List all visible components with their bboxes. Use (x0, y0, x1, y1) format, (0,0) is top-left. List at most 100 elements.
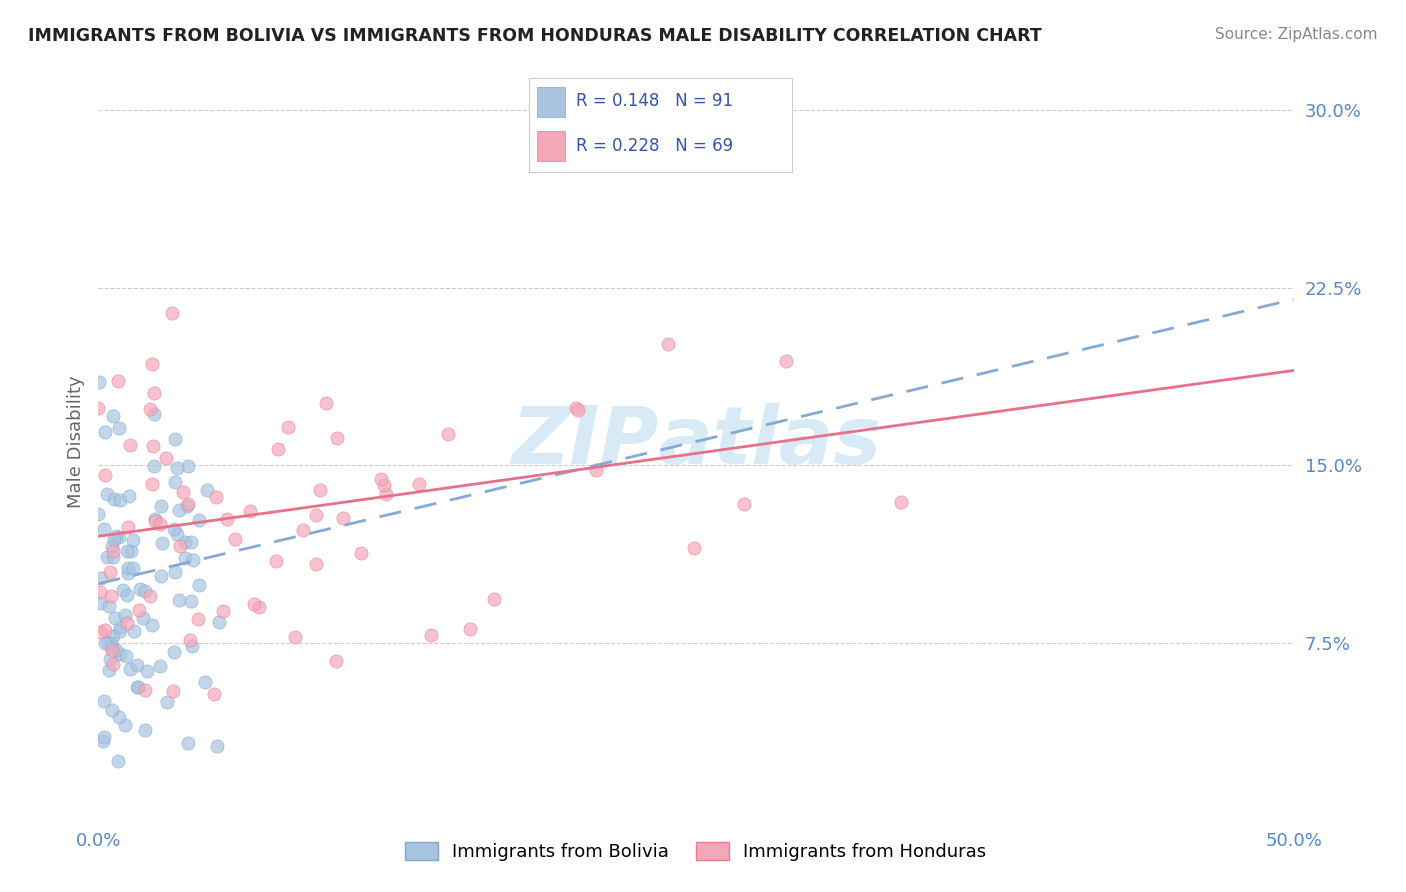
Point (325, 431, 347, 445)
Point (437, 426, 460, 441)
Point (142, 440, 165, 454)
Point (101, 657, 124, 672)
Point (166, 460, 188, 475)
Point (188, 512, 211, 526)
Point (370, 472, 392, 486)
Point (93, 694, 115, 708)
Point (657, 337, 679, 351)
Point (122, 533, 145, 547)
Text: IMMIGRANTS FROM BOLIVIA VS IMMIGRANTS FROM HONDURAS MALE DISABILITY CORRELATION : IMMIGRANTS FROM BOLIVIA VS IMMIGRANTS FR… (28, 27, 1042, 45)
Point (101, 629, 124, 643)
Point (419, 628, 441, 642)
Point (107, 710, 129, 724)
Point (585, 463, 607, 477)
Point (156, 695, 179, 709)
Point (118, 662, 141, 676)
Point (89, 596, 111, 610)
Point (143, 512, 166, 526)
Point (460, 622, 482, 636)
Point (180, 594, 202, 608)
Point (187, 578, 209, 592)
Point (177, 736, 200, 750)
Point (121, 561, 143, 575)
Point (305, 557, 328, 571)
Point (100, 590, 122, 604)
Point (107, 530, 129, 544)
Point (97, 599, 120, 613)
Point (107, 754, 129, 768)
Point (373, 478, 395, 492)
Point (131, 610, 153, 624)
Point (96, 549, 118, 564)
Point (166, 527, 188, 541)
Text: Source: ZipAtlas.com: Source: ZipAtlas.com (1215, 27, 1378, 42)
Point (122, 624, 145, 639)
Point (204, 491, 226, 505)
Point (149, 516, 172, 531)
Point (284, 630, 307, 644)
Point (104, 610, 127, 624)
Point (567, 403, 589, 417)
Point (181, 553, 204, 567)
Point (139, 401, 162, 416)
Point (97, 636, 120, 650)
Text: ZIP​atlas: ZIP​atlas (510, 402, 882, 481)
Point (149, 659, 172, 673)
Point (101, 549, 124, 564)
Point (87, 507, 110, 521)
Point (163, 645, 186, 659)
Point (104, 642, 127, 657)
Legend: Immigrants from Bolivia, Immigrants from Honduras: Immigrants from Bolivia, Immigrants from… (398, 835, 994, 869)
Point (180, 639, 202, 653)
Point (202, 687, 225, 701)
Point (108, 647, 131, 661)
Point (128, 603, 150, 617)
Point (142, 408, 165, 422)
Point (110, 620, 132, 634)
Point (115, 616, 138, 631)
Point (141, 477, 163, 491)
Point (174, 535, 197, 549)
Point (127, 680, 149, 694)
Point (100, 703, 122, 717)
Point (93, 733, 115, 747)
Point (224, 532, 246, 546)
Point (87, 376, 110, 390)
Point (332, 510, 354, 524)
Point (212, 604, 235, 618)
Point (125, 680, 148, 694)
Point (117, 560, 139, 574)
Point (114, 608, 136, 623)
Point (169, 539, 191, 553)
Point (114, 718, 136, 732)
Point (98, 652, 121, 666)
Point (104, 529, 127, 543)
Point (143, 514, 166, 528)
Point (150, 536, 173, 550)
Point (94, 425, 117, 439)
Point (247, 599, 270, 614)
Point (101, 643, 124, 657)
Point (277, 419, 299, 434)
Point (101, 539, 124, 553)
Point (160, 306, 183, 320)
Point (129, 582, 152, 597)
Point (98, 566, 121, 580)
Point (194, 674, 217, 689)
Point (134, 683, 156, 698)
Point (325, 654, 347, 668)
Point (174, 551, 197, 566)
Point (890, 495, 912, 509)
Point (179, 633, 201, 648)
Point (107, 374, 129, 388)
Point (167, 593, 190, 607)
Point (97, 664, 120, 678)
Point (103, 532, 125, 546)
Point (141, 618, 163, 632)
Point (239, 504, 262, 518)
Point (162, 684, 184, 698)
Point (89, 625, 111, 640)
Point (309, 483, 332, 498)
Point (155, 451, 177, 466)
Point (134, 723, 156, 737)
